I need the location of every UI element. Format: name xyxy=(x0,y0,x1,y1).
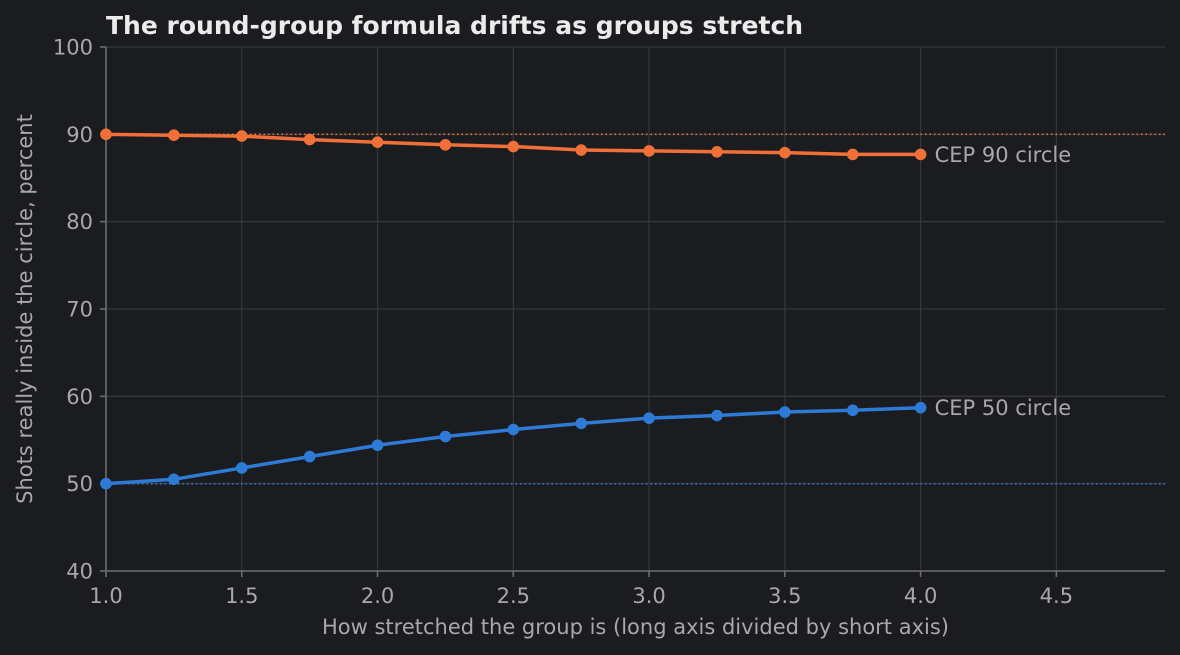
y-tick-label: 80 xyxy=(66,210,93,234)
data-point xyxy=(711,409,723,422)
data-point xyxy=(846,148,859,161)
data-point xyxy=(371,439,384,452)
x-tick-label: 2.0 xyxy=(361,584,394,608)
y-tick-label: 40 xyxy=(66,560,93,584)
data-point xyxy=(439,430,452,443)
y-tick-label: 50 xyxy=(66,472,93,496)
series-label: CEP 50 circle xyxy=(935,396,1072,420)
x-tick-label: 1.5 xyxy=(225,584,258,608)
y-tick-label: 60 xyxy=(66,385,93,409)
data-point xyxy=(507,140,520,153)
data-point xyxy=(914,401,927,414)
chart-title: The round-group formula drifts as groups… xyxy=(106,11,803,40)
data-point xyxy=(643,412,655,424)
data-point xyxy=(371,136,384,148)
data-point xyxy=(303,450,316,463)
x-tick-label: 3.0 xyxy=(632,584,665,608)
data-point xyxy=(779,406,791,418)
series-label: CEP 90 circle xyxy=(935,143,1072,167)
x-tick-label: 4.5 xyxy=(1040,584,1073,608)
x-tick-label: 3.5 xyxy=(768,584,801,608)
series-labels: CEP 90 circle CEP 50 circle xyxy=(935,143,1072,420)
tick-labels: 1.0 1.5 2.0 2.5 3.0 3.5 4.0 4.5 40 50 60 70 80 90 100 xyxy=(53,36,1073,609)
data-point xyxy=(711,146,723,158)
data-point xyxy=(439,139,452,151)
y-axis-label: Shots really inside the circle, percent xyxy=(13,114,37,504)
reference-lines xyxy=(106,133,1165,485)
y-tick-label: 100 xyxy=(53,36,93,60)
series xyxy=(100,128,927,490)
y-tick-label: 70 xyxy=(66,298,93,322)
data-point xyxy=(168,473,180,486)
data-point xyxy=(914,148,927,161)
data-point xyxy=(575,144,587,156)
x-axis-label: How stretched the group is (long axis di… xyxy=(322,615,949,639)
x-tick-label: 1.0 xyxy=(89,584,122,608)
data-point xyxy=(779,146,791,159)
data-point xyxy=(100,128,112,141)
data-point xyxy=(235,130,248,142)
data-point xyxy=(235,462,248,474)
data-point xyxy=(168,129,180,142)
data-point xyxy=(846,404,859,417)
x-tick-label: 2.5 xyxy=(497,584,530,608)
axes xyxy=(100,46,1165,577)
data-point xyxy=(575,417,587,430)
data-point xyxy=(100,477,112,490)
y-tick-label: 90 xyxy=(66,123,93,147)
x-tick-label: 4.0 xyxy=(904,584,937,608)
gridlines xyxy=(105,46,1165,572)
data-point xyxy=(303,133,316,146)
data-point xyxy=(643,145,655,157)
data-point xyxy=(507,423,520,436)
